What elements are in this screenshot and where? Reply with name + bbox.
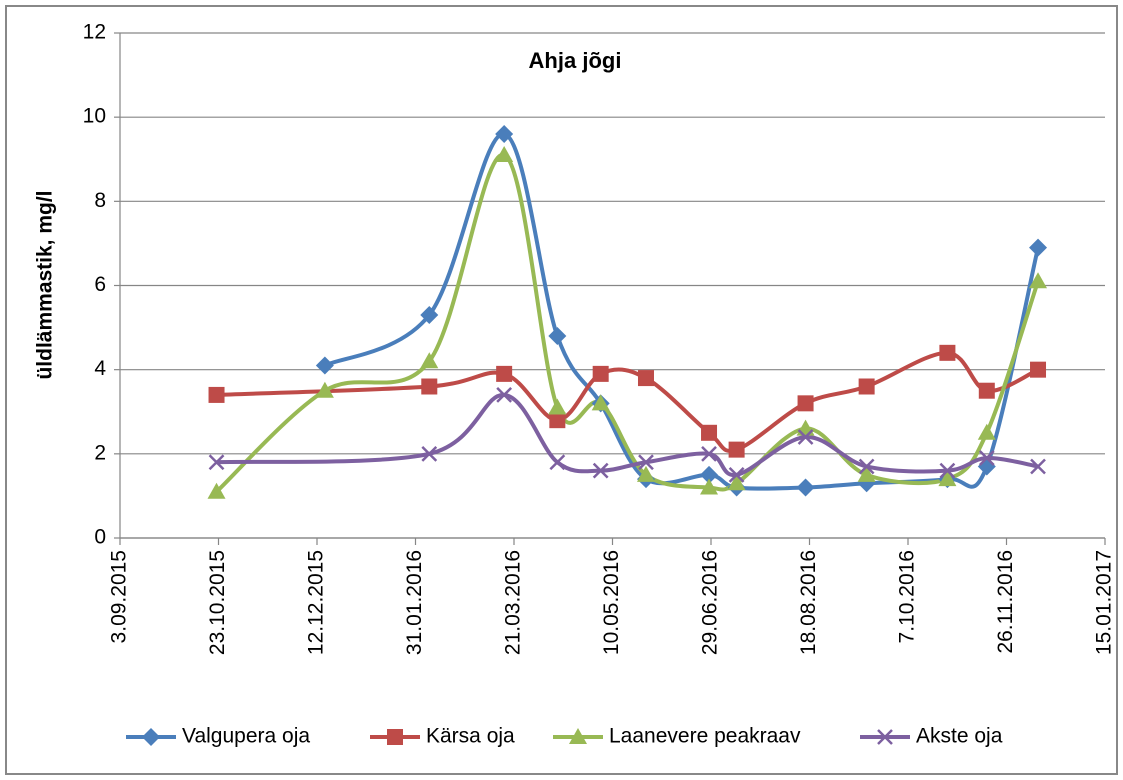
data-point xyxy=(700,465,719,484)
x-tick-label: 23.10.2015 xyxy=(206,550,229,655)
x-tick-label: 15.01.2017 xyxy=(1093,550,1116,655)
x-tick-label: 21.03.2016 xyxy=(502,550,525,655)
y-tick-label: 8 xyxy=(94,189,106,212)
data-point xyxy=(1029,238,1048,257)
series-line xyxy=(216,350,1039,453)
x-tick-label: 26.11.2016 xyxy=(994,550,1017,654)
y-tick-label: 0 xyxy=(94,526,106,549)
data-point xyxy=(549,412,566,429)
data-point xyxy=(858,458,875,475)
data-point xyxy=(728,466,745,483)
legend-label: Kärsa oja xyxy=(426,725,515,748)
data-point xyxy=(857,465,876,482)
data-point xyxy=(496,387,513,403)
data-point xyxy=(638,454,654,471)
data-point xyxy=(208,386,225,403)
x-tick-label: 29.06.2016 xyxy=(699,550,722,655)
data-point xyxy=(420,305,439,324)
data-point xyxy=(700,478,719,495)
data-point xyxy=(495,125,514,143)
data-point xyxy=(421,445,438,462)
data-point xyxy=(978,450,995,466)
x-tick-label: 10.05.2016 xyxy=(600,550,623,655)
data-point xyxy=(315,381,334,398)
data-point xyxy=(495,146,514,163)
data-point xyxy=(208,454,225,471)
data-point xyxy=(701,445,717,462)
y-axis-label: üldlämmastik, mg/l xyxy=(34,190,57,379)
x-tick-label: 12.12.2015 xyxy=(305,550,328,655)
data-point xyxy=(548,398,567,415)
x-tick-label: 18.08.2016 xyxy=(797,550,820,655)
y-tick-label: 4 xyxy=(94,357,106,380)
data-point xyxy=(315,356,334,375)
data-point xyxy=(978,382,995,399)
data-point xyxy=(796,478,815,497)
data-point xyxy=(636,465,655,482)
chart-border xyxy=(5,5,1118,775)
legend-label: Valgupera oja xyxy=(182,725,310,748)
legend-marker xyxy=(569,728,587,744)
data-point xyxy=(797,395,814,412)
y-tick-label: 10 xyxy=(83,105,106,128)
data-point xyxy=(592,462,609,479)
data-point xyxy=(549,454,566,471)
data-point xyxy=(728,441,745,458)
data-point xyxy=(797,429,814,445)
legend-marker xyxy=(142,728,160,746)
legend-marker xyxy=(877,729,893,745)
data-point xyxy=(548,327,567,345)
data-point xyxy=(421,378,438,395)
chart-title: Ahja jõgi xyxy=(529,48,622,73)
data-point xyxy=(496,365,513,382)
x-tick-label: 31.01.2016 xyxy=(403,550,426,655)
data-point xyxy=(1030,458,1046,475)
data-point xyxy=(938,470,957,487)
series-line xyxy=(216,392,1039,477)
data-point xyxy=(701,424,718,441)
data-point xyxy=(977,423,996,440)
data-point xyxy=(637,370,654,387)
data-point xyxy=(939,344,956,361)
series-line xyxy=(324,132,1040,491)
legend-label: Akste oja xyxy=(916,725,1003,748)
x-tick-label: 7.10.2016 xyxy=(896,550,919,643)
y-tick-label: 2 xyxy=(94,441,106,464)
legend-label: Laanevere peakraav xyxy=(609,725,801,748)
data-point xyxy=(207,482,226,499)
data-point xyxy=(727,474,746,491)
data-point xyxy=(591,394,610,411)
data-point xyxy=(939,462,956,479)
x-tick-label: 3.09.2015 xyxy=(108,550,131,643)
data-point xyxy=(858,378,875,395)
legend-marker xyxy=(387,729,403,745)
data-point xyxy=(1029,272,1048,289)
data-point xyxy=(592,365,609,382)
data-point xyxy=(1030,361,1047,378)
y-tick-label: 6 xyxy=(94,273,106,296)
data-point xyxy=(420,352,439,369)
y-tick-label: 12 xyxy=(83,21,106,44)
